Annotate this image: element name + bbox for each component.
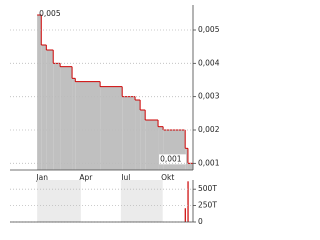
y-tick-label: 0 [198, 217, 203, 226]
x-tick-label: Apr [79, 173, 93, 182]
volume-bar [187, 181, 189, 222]
area-step [135, 100, 141, 170]
chart: 0,005 0,001 Jan Apr Jul Okt 0,001 0,002 0,003 0,0… [10, 5, 220, 226]
area-step [192, 163, 194, 170]
min-label-bg [159, 154, 187, 165]
area-step [46, 50, 54, 170]
y-tick-label: 0,003 [198, 92, 220, 101]
x-tick-label: Jan [35, 173, 48, 182]
area-step [185, 148, 188, 170]
quarter-band [120, 180, 163, 222]
area-step [122, 96, 136, 170]
y-tick-label: 250T [198, 201, 217, 210]
area-step [100, 86, 123, 170]
area-step [75, 81, 101, 170]
x-tick-label: Jul [120, 173, 130, 182]
y-tick-label: 0,004 [198, 58, 220, 67]
max-label: 0,005 [39, 9, 61, 18]
x-tick-label: Okt [161, 173, 174, 182]
volume-bar [184, 208, 186, 222]
area-step [145, 120, 159, 170]
quarter-band [37, 180, 81, 222]
area-step [37, 15, 42, 170]
area-step [72, 78, 76, 170]
min-label: 0,001 [160, 154, 182, 163]
area-step [41, 45, 47, 170]
area-step [140, 110, 146, 170]
y-tick-label: 500T [198, 184, 217, 193]
area-step [187, 163, 193, 170]
y-tick-label: 0,002 [198, 125, 220, 134]
area-step [53, 63, 61, 171]
page: {"chart_data": [ {"type": "line", "step"… [10, 5, 220, 226]
y-tick-label: 0,005 [198, 25, 220, 34]
area-step [158, 126, 164, 170]
y-tick-label: 0,001 [198, 158, 220, 167]
area-step [60, 66, 73, 170]
